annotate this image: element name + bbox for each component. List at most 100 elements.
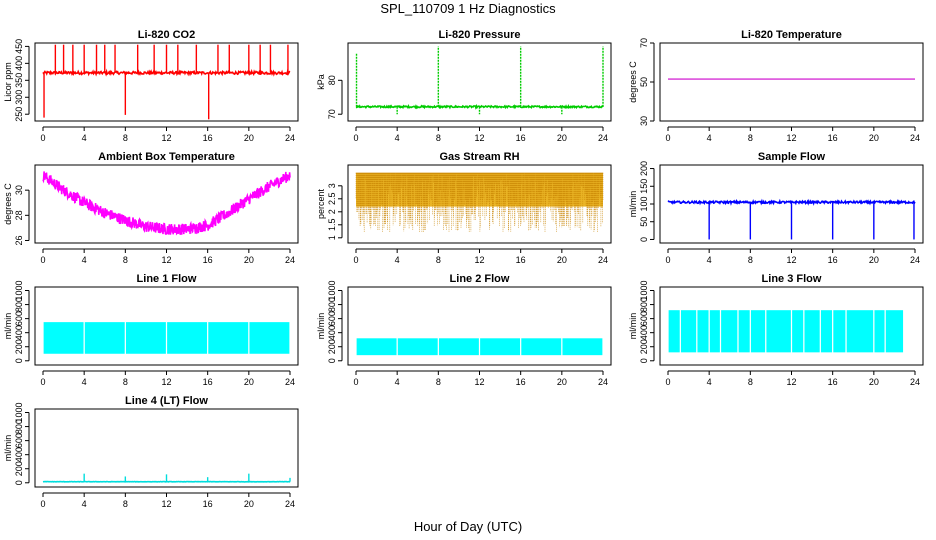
x-tick-label: 0	[40, 255, 45, 265]
y-axis-label: ml/min	[3, 313, 13, 340]
y-tick-label: 3	[327, 183, 337, 188]
x-tick-label: 24	[598, 133, 608, 143]
x-tick-label: 12	[161, 377, 171, 387]
x-tick-label: 24	[910, 377, 920, 387]
x-tick-label: 0	[40, 377, 45, 387]
y-tick-label: 1000	[14, 402, 24, 422]
y-tick-label: 200	[639, 161, 649, 176]
x-tick-label: 12	[161, 499, 171, 509]
series-block	[820, 310, 833, 353]
y-tick-label: 26	[14, 235, 24, 245]
y-axis-label: percent	[316, 188, 326, 219]
x-tick-label: 4	[82, 255, 87, 265]
x-tick-label: 12	[474, 133, 484, 143]
series-line	[667, 198, 916, 206]
x-tick-label: 0	[40, 499, 45, 509]
x-tick-label: 0	[665, 255, 670, 265]
x-tick-label: 12	[474, 255, 484, 265]
series-block	[750, 310, 766, 353]
y-tick-label: 800	[14, 419, 24, 434]
y-tick-label: 800	[327, 297, 337, 312]
series-block	[249, 322, 290, 354]
y-tick-label: 0	[327, 358, 337, 363]
series-block	[480, 338, 521, 356]
x-tick-label: 16	[516, 133, 526, 143]
series-band	[42, 171, 291, 236]
y-tick-label: 600	[639, 311, 649, 326]
x-tick-label: 0	[353, 255, 358, 265]
x-tick-label: 8	[436, 255, 441, 265]
y-tick-label: 400	[14, 447, 24, 462]
x-tick-label: 8	[436, 377, 441, 387]
x-tick-label: 20	[869, 255, 879, 265]
x-tick-label: 4	[82, 133, 87, 143]
y-tick-label: 1000	[639, 280, 649, 300]
y-tick-label: 300	[14, 90, 24, 105]
y-tick-label: 30	[14, 185, 24, 195]
series-block	[680, 310, 697, 353]
panel-title: Gas Stream RH	[439, 151, 519, 163]
x-tick-label: 20	[869, 377, 879, 387]
panel-title: Line 3 Flow	[762, 273, 822, 285]
y-axis-label: ml/min	[628, 191, 638, 218]
y-tick-label: 800	[639, 297, 649, 312]
x-tick-label: 16	[516, 255, 526, 265]
y-tick-label: 80	[327, 75, 337, 85]
x-tick-label: 16	[203, 133, 213, 143]
y-tick-label: 800	[14, 297, 24, 312]
x-tick-label: 20	[244, 255, 254, 265]
x-tick-label: 16	[828, 255, 838, 265]
x-tick-label: 4	[395, 255, 400, 265]
series-block	[885, 310, 904, 353]
series-block	[846, 310, 874, 353]
x-tick-label: 4	[707, 377, 712, 387]
x-tick-label: 24	[598, 377, 608, 387]
x-tick-label: 12	[786, 255, 796, 265]
x-tick-label: 20	[244, 377, 254, 387]
series-block	[125, 322, 166, 354]
x-tick-label: 12	[786, 377, 796, 387]
chart-panel: Li-820 CO2 Licor ppm 0 4 8 12 16 20 24 250 300 350 4…	[3, 29, 299, 143]
y-tick-label: 200	[14, 461, 24, 476]
x-tick-label: 20	[244, 133, 254, 143]
figure-xlabel: Hour of Day (UTC)	[414, 519, 522, 534]
x-tick-label: 12	[474, 377, 484, 387]
plot-frame	[347, 286, 612, 366]
plot-frame	[34, 42, 299, 122]
chart-panel: Line 3 Flow ml/min 0 4 8 12 16 20 24 0 20040060080…	[628, 273, 924, 387]
x-tick-label: 16	[203, 499, 213, 509]
x-tick-label: 8	[748, 133, 753, 143]
series-block	[356, 338, 397, 356]
series-block	[43, 322, 84, 354]
panel-title: Ambient Box Temperature	[98, 151, 235, 163]
x-tick-label: 24	[910, 133, 920, 143]
x-tick-label: 8	[436, 133, 441, 143]
y-axis-label: kPa	[316, 74, 326, 90]
chart-panel: Line 4 (LT) Flow ml/min 0 4 8 12 16 20 24 0 200400…	[3, 395, 299, 509]
x-tick-label: 8	[748, 377, 753, 387]
x-tick-label: 0	[665, 377, 670, 387]
series-block	[833, 310, 846, 353]
x-tick-label: 20	[244, 499, 254, 509]
y-tick-label: 0	[639, 237, 649, 242]
x-tick-label: 20	[557, 133, 567, 143]
y-tick-label: 350	[14, 73, 24, 88]
x-tick-label: 24	[285, 499, 295, 509]
y-tick-label: 600	[327, 311, 337, 326]
series-block	[804, 310, 820, 353]
x-tick-label: 16	[828, 377, 838, 387]
y-tick-label: 400	[14, 56, 24, 71]
series-line	[355, 103, 604, 110]
x-tick-label: 24	[285, 133, 295, 143]
x-tick-label: 4	[395, 133, 400, 143]
x-tick-label: 0	[353, 377, 358, 387]
y-axis-label: degrees C	[3, 183, 13, 225]
x-tick-label: 12	[161, 133, 171, 143]
y-axis-label: ml/min	[628, 313, 638, 340]
series-block	[766, 310, 791, 353]
series-block	[167, 322, 208, 354]
y-axis-label: degrees C	[628, 61, 638, 103]
plot-frame	[34, 164, 299, 244]
chart-panel: Line 2 Flow ml/min 0 4 8 12 16 20 24 0 20040060080…	[316, 273, 612, 387]
